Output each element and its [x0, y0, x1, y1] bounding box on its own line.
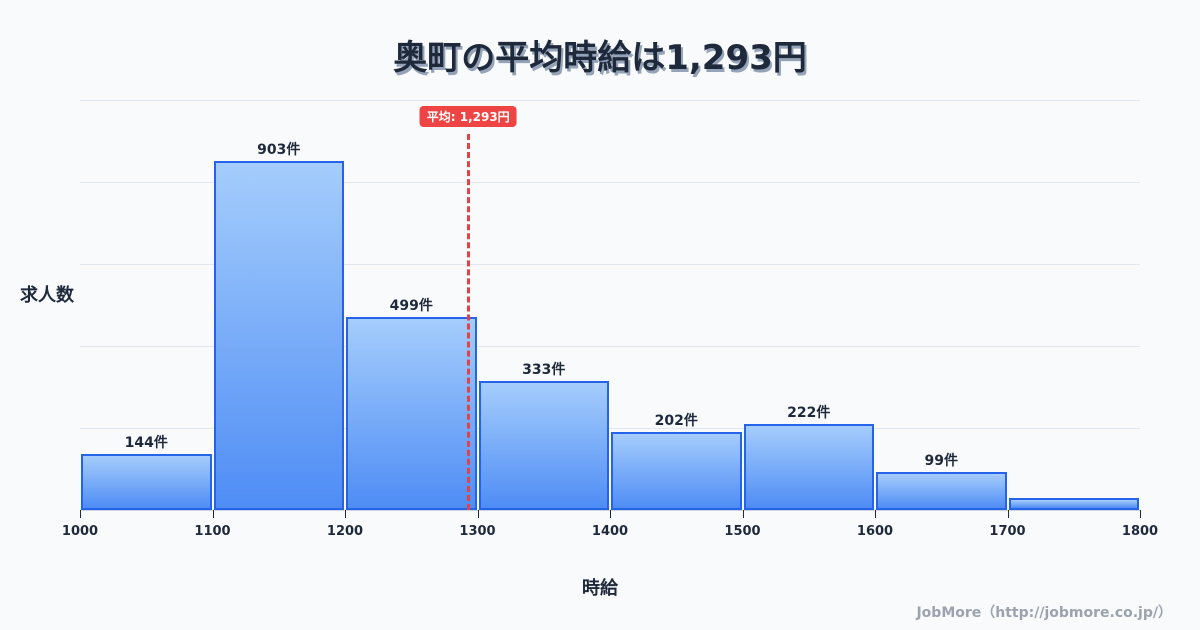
x-tick-label: 1200 [326, 524, 364, 539]
bar-value-label: 144件 [124, 435, 168, 452]
x-tick-label: 1500 [724, 524, 761, 539]
x-tick [80, 510, 81, 518]
histogram-bar [611, 431, 742, 510]
bar-value-label: 903件 [257, 141, 301, 158]
bar-value-label: 202件 [654, 412, 698, 429]
gridline [80, 100, 1140, 101]
x-tick-label: 1400 [591, 524, 629, 539]
x-tick [212, 510, 214, 518]
x-tick-label: 1000 [61, 524, 99, 539]
gridline [80, 182, 1140, 183]
x-tick-label: 1300 [459, 524, 496, 539]
gridline [80, 428, 1140, 429]
bar-value-label: 222件 [787, 405, 831, 422]
histogram-bar [876, 471, 1007, 510]
bar-value-label: 499件 [389, 297, 433, 314]
x-tick [1007, 510, 1009, 518]
bar-value-label: 333件 [522, 362, 566, 379]
mean-badge: 平均: 1,293円 [419, 106, 517, 127]
y-axis-label: 求人数 [20, 285, 74, 306]
plot-area: 144件 903件 499件 333件 202件 222件 99件 1000 1100 1200 1… [62, 100, 1158, 539]
x-tick [477, 510, 479, 518]
histogram-bar [478, 381, 609, 510]
footer-credit: JobMore（http://jobmore.co.jp/） [916, 605, 1172, 621]
x-tick [875, 510, 876, 518]
x-tick [742, 510, 744, 518]
histogram-bar [81, 454, 212, 510]
x-tick [345, 510, 346, 518]
x-tick [1140, 510, 1141, 518]
histogram-bar [743, 424, 874, 510]
histogram-bar [213, 160, 344, 510]
x-axis-label: 時給 [582, 578, 618, 599]
x-tick-label: 1700 [989, 524, 1026, 539]
x-tick-label: 1600 [856, 524, 894, 539]
gridline [80, 346, 1140, 347]
bar-value-label: 99件 [924, 452, 958, 469]
x-tick [610, 510, 611, 518]
x-tick-label: 1100 [194, 524, 231, 539]
x-tick-label: 1800 [1121, 524, 1159, 539]
chart-title: 奥町の平均時給は1,293円 [393, 38, 807, 78]
histogram-bar [346, 317, 477, 510]
mean-line [467, 134, 471, 510]
histogram-bar [1008, 498, 1139, 510]
gridline [80, 264, 1140, 265]
